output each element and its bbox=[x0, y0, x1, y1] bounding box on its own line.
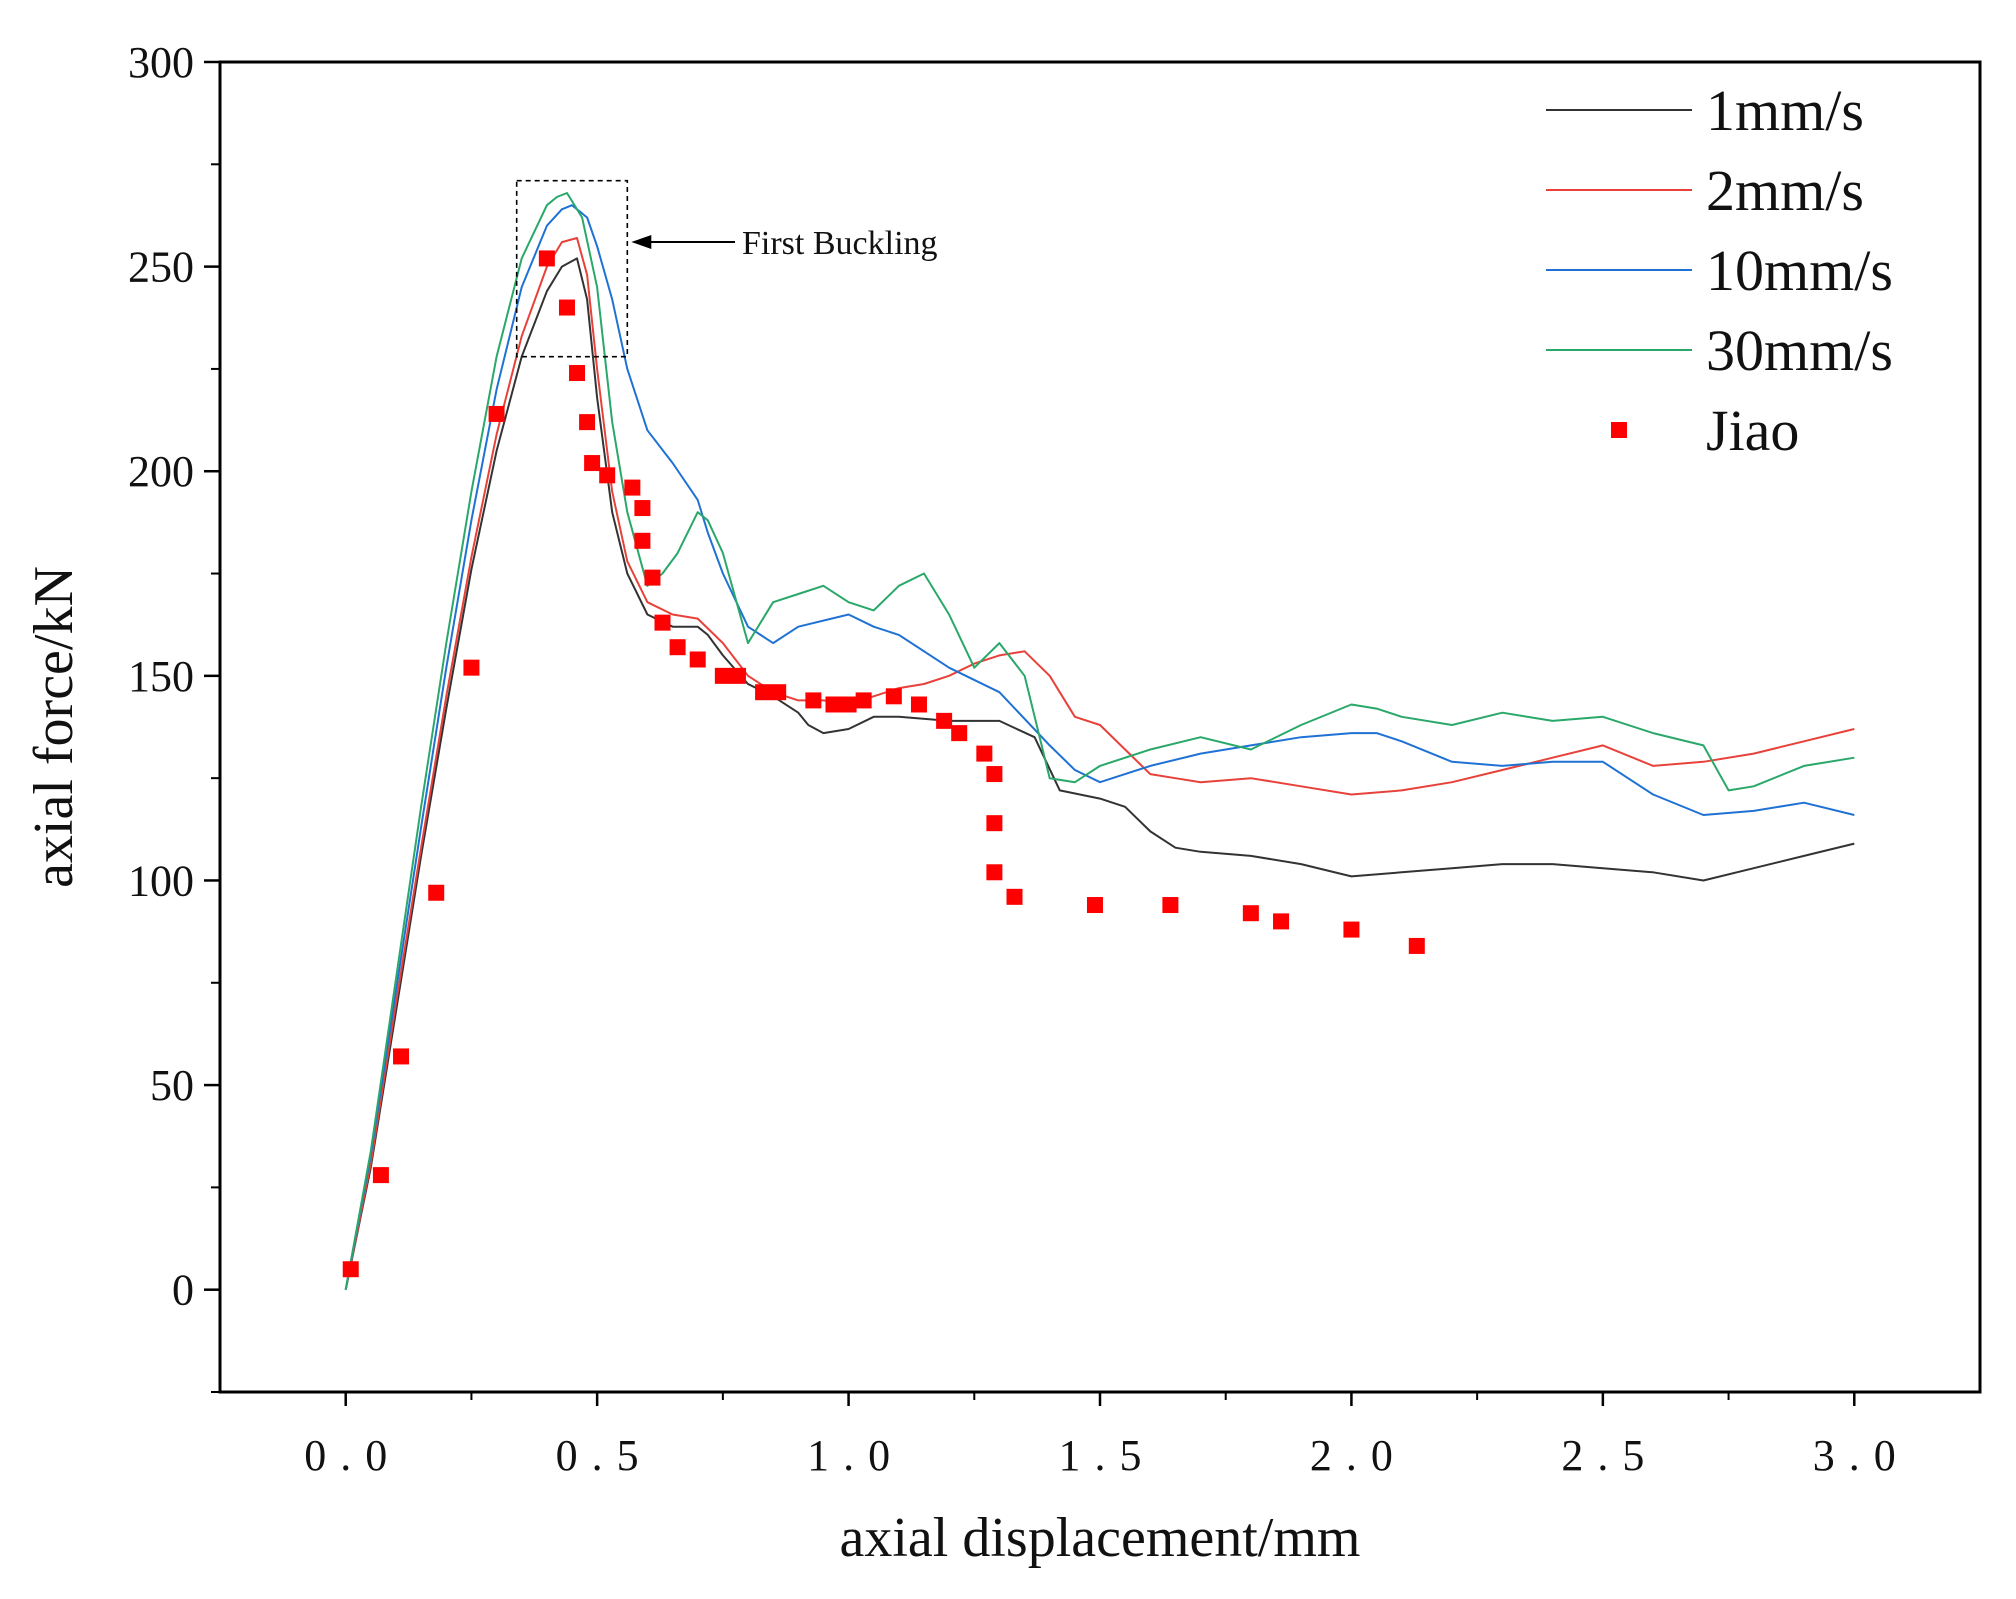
data-point-jiao bbox=[885, 688, 902, 705]
x-tick-label: 0.5 bbox=[556, 1431, 653, 1480]
data-point-jiao bbox=[372, 1167, 389, 1184]
data-point-jiao bbox=[634, 532, 651, 549]
x-tick-label: 2.0 bbox=[1310, 1431, 1407, 1480]
x-tick-label: 1.0 bbox=[807, 1431, 904, 1480]
data-point-jiao bbox=[976, 745, 993, 762]
y-tick-label: 250 bbox=[128, 243, 194, 292]
ticks-layer: 0.0 0.5 1.0 1.5 2.0 2.5 3.0 0 50 100 150 200 250 300 bbox=[128, 38, 1910, 1480]
data-point-jiao bbox=[1273, 913, 1290, 930]
first-buckling-arrowhead bbox=[631, 235, 652, 249]
y-tick-label: 150 bbox=[128, 652, 194, 701]
legend-label-30mm-s: 30mm/s bbox=[1706, 318, 1893, 383]
legend: 1mm/s 2mm/s 10mm/s 30mm/s Jiao bbox=[1546, 78, 1893, 463]
data-point-jiao bbox=[644, 569, 661, 586]
first-buckling-label: First Buckling bbox=[742, 225, 938, 262]
y-tick-label: 300 bbox=[128, 38, 194, 87]
x-tick-label: 2.5 bbox=[1561, 1431, 1658, 1480]
data-point-jiao bbox=[558, 299, 575, 316]
y-tick-label: 50 bbox=[150, 1061, 194, 1110]
data-point-jiao bbox=[986, 815, 1003, 832]
data-point-jiao bbox=[951, 725, 968, 742]
x-axis-title: axial displacement/mm bbox=[840, 1507, 1361, 1569]
series-line-1mm-s bbox=[344, 257, 1855, 1290]
series-line-10mm-s bbox=[344, 204, 1855, 1290]
data-point-jiao bbox=[428, 884, 445, 901]
data-point-jiao bbox=[393, 1048, 410, 1065]
data-point-jiao bbox=[1408, 937, 1425, 954]
data-point-jiao bbox=[342, 1261, 359, 1278]
data-point-jiao bbox=[910, 696, 927, 713]
y-tick-label: 100 bbox=[128, 856, 194, 905]
data-point-jiao bbox=[1343, 921, 1360, 938]
data-point-jiao bbox=[689, 651, 706, 668]
data-point-jiao bbox=[840, 696, 857, 713]
data-point-jiao bbox=[579, 414, 596, 431]
data-point-jiao bbox=[599, 467, 616, 484]
data-point-jiao bbox=[634, 500, 651, 517]
legend-swatch-jiao bbox=[1611, 422, 1627, 438]
legend-label-jiao: Jiao bbox=[1706, 398, 1799, 463]
y-tick-label: 200 bbox=[128, 447, 194, 496]
y-axis-title: axial force/kN bbox=[23, 566, 85, 888]
data-point-jiao bbox=[805, 692, 822, 709]
data-point-jiao bbox=[986, 766, 1003, 783]
data-point-jiao bbox=[986, 864, 1003, 881]
first-buckling-box bbox=[515, 179, 629, 358]
legend-label-1mm-s: 1mm/s bbox=[1706, 78, 1864, 143]
series-line-30mm-s bbox=[344, 192, 1855, 1290]
data-point-jiao bbox=[669, 639, 686, 656]
annotation-layer: First Buckling bbox=[515, 179, 938, 358]
x-tick-label: 0.0 bbox=[304, 1431, 401, 1480]
x-tick-label: 3.0 bbox=[1813, 1431, 1910, 1480]
data-point-jiao bbox=[1006, 888, 1023, 905]
data-point-jiao bbox=[569, 365, 586, 382]
data-point-jiao bbox=[538, 250, 555, 267]
marker-layer bbox=[342, 250, 1425, 1278]
legend-label-10mm-s: 10mm/s bbox=[1706, 238, 1893, 303]
data-point-jiao bbox=[624, 479, 641, 496]
legend-label-2mm-s: 2mm/s bbox=[1706, 158, 1864, 223]
data-point-jiao bbox=[1242, 905, 1259, 922]
data-point-jiao bbox=[729, 667, 746, 684]
x-tick-label: 1.5 bbox=[1059, 1431, 1156, 1480]
data-point-jiao bbox=[1086, 897, 1103, 914]
data-point-jiao bbox=[654, 614, 671, 631]
data-point-jiao bbox=[714, 667, 731, 684]
data-point-jiao bbox=[584, 455, 601, 472]
y-tick-label: 0 bbox=[172, 1266, 194, 1315]
data-point-jiao bbox=[1162, 897, 1179, 914]
data-point-jiao bbox=[463, 659, 480, 676]
data-point-jiao bbox=[936, 712, 953, 729]
data-point-jiao bbox=[755, 684, 772, 701]
data-point-jiao bbox=[770, 684, 787, 701]
data-point-jiao bbox=[488, 405, 505, 422]
data-point-jiao bbox=[855, 692, 872, 709]
data-point-jiao bbox=[825, 696, 842, 713]
